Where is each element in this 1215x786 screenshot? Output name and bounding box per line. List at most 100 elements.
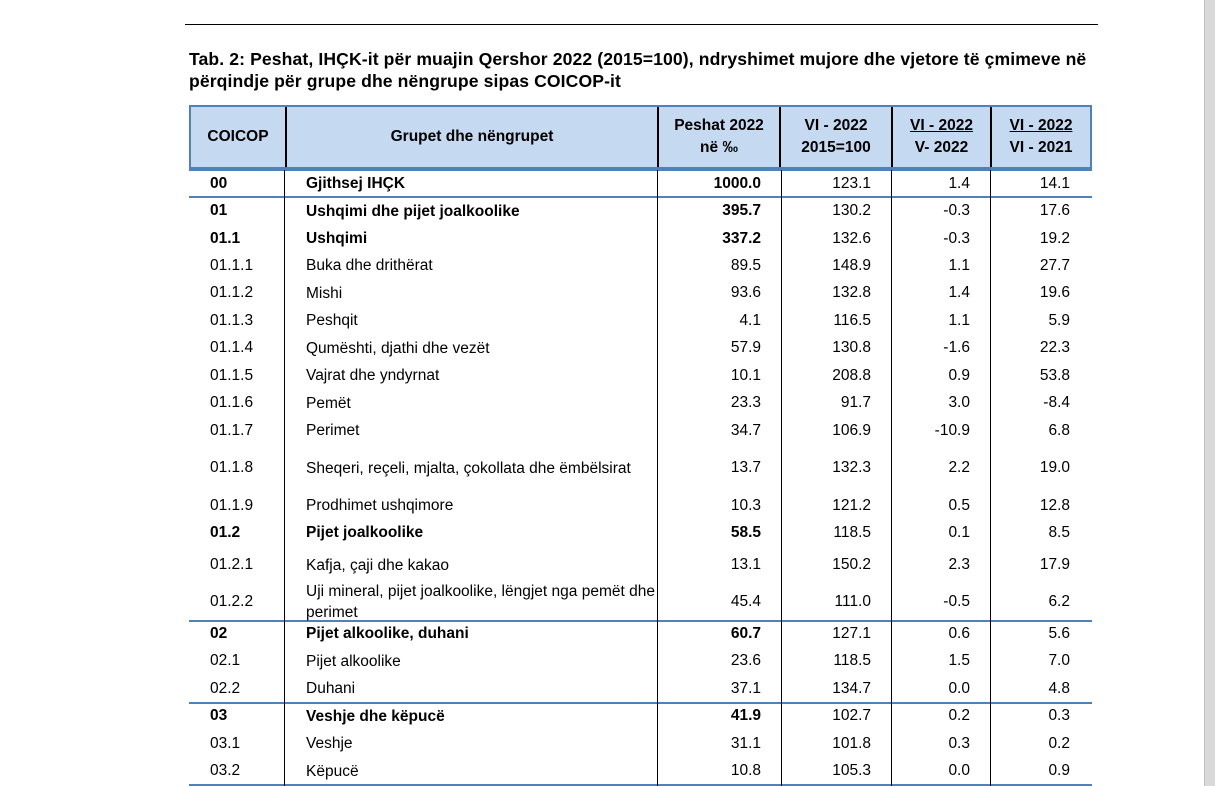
group-name-cell: Perimet	[306, 422, 360, 439]
group-name-cell: Këpucë	[306, 762, 359, 780]
weight-cell: 23.6	[730, 652, 761, 669]
group-name-cell: Buka dhe drithërat	[306, 257, 433, 274]
monthly-change-cell: 0.9	[948, 366, 970, 384]
header-coicop: COICOP	[207, 128, 269, 145]
index-cell: 130.8	[832, 339, 871, 356]
table-row: 01.1.2 Mishi 93.6 132.8 1.4 19.6	[189, 279, 1092, 307]
monthly-change-cell: 2.3	[948, 556, 970, 573]
column-divider	[891, 170, 892, 786]
index-cell: 130.2	[832, 202, 871, 219]
group-name-cell: Qumështi, djathi dhe vezët	[306, 339, 490, 357]
table-row: 01.1.4 Qumështi, djathi dhe vezët 57.9 130.…	[189, 334, 1092, 362]
group-name-cell: Pemët	[306, 394, 351, 412]
row-separator	[189, 196, 1092, 198]
monthly-change-cell: 0.3	[948, 734, 970, 752]
monthly-change-cell: 0.0	[948, 679, 970, 697]
group-name-cell: Veshje	[306, 735, 353, 752]
group-name-cell: Mishi	[306, 284, 343, 302]
row-separator	[189, 702, 1092, 704]
column-divider	[284, 170, 285, 786]
weight-cell: 1000.0	[713, 174, 761, 192]
coicop-code-cell: 01.1.9	[210, 496, 254, 514]
annual-change-cell: 17.6	[1039, 202, 1070, 219]
annual-change-cell: 6.8	[1048, 421, 1070, 439]
annual-change-cell: 5.6	[1048, 624, 1070, 642]
coicop-code-cell: 03.1	[210, 734, 241, 752]
annual-change-cell: 12.8	[1039, 496, 1070, 514]
group-name-cell: Prodhimet ushqimore	[306, 497, 454, 514]
coicop-code-cell: 03	[210, 707, 228, 724]
coicop-code-cell: 01.1.2	[210, 284, 254, 301]
index-cell: 111.0	[834, 593, 872, 610]
monthly-change-cell: 1.1	[948, 311, 970, 329]
monthly-change-cell: -10.9	[934, 421, 970, 439]
coicop-code-cell: 01	[210, 202, 228, 219]
index-cell: 105.3	[832, 762, 871, 779]
group-name-cell: Pijet alkoolike, duhani	[306, 625, 469, 642]
monthly-change-cell: -0.3	[943, 202, 970, 219]
table-row: 03.2 Këpucë 10.8 105.3 0.0 0.9	[189, 757, 1092, 785]
table-row: 03 Veshje dhe këpucë 41.9 102.7 0.2 0.3	[189, 702, 1092, 730]
header-weights: Peshat 2022 në ‰	[674, 117, 764, 156]
monthly-change-cell: 1.1	[948, 256, 970, 274]
index-cell: 118.5	[833, 523, 871, 541]
table-row: 01.1.6 Pemët 23.3 91.7 3.0 -8.4	[189, 389, 1092, 417]
weight-cell: 45.4	[730, 593, 761, 610]
annual-change-cell: 19.6	[1039, 284, 1070, 301]
row-separator	[189, 620, 1092, 622]
coicop-code-cell: 02.2	[210, 679, 241, 697]
weight-cell: 60.7	[730, 624, 761, 642]
group-name-cell: Ushqimi dhe pijet joalkoolike	[306, 202, 520, 220]
group-name-cell: Kafja, çaji dhe kakao	[306, 556, 450, 574]
column-divider	[781, 170, 782, 786]
weight-cell: 23.3	[730, 394, 761, 411]
annual-change-cell: 7.0	[1048, 652, 1070, 669]
annual-change-cell: 19.2	[1039, 229, 1070, 247]
weight-cell: 34.7	[730, 421, 761, 439]
table-row: 01.1 Ushqimi 337.2 132.6 -0.3 19.2	[189, 225, 1092, 252]
top-rule	[185, 24, 1098, 25]
index-cell: 148.9	[832, 256, 871, 274]
weight-cell: 4.1	[739, 311, 761, 329]
coicop-code-cell: 01.1.8	[210, 459, 254, 476]
index-cell: 208.8	[832, 366, 871, 384]
index-cell: 132.3	[832, 459, 871, 476]
coicop-code-cell: 01.2.2	[210, 593, 254, 610]
header-groups: Grupet dhe nëngrupet	[390, 128, 554, 145]
weight-cell: 13.7	[730, 459, 761, 476]
index-cell: 132.8	[832, 284, 871, 301]
group-name-cell: Duhani	[306, 680, 356, 697]
annual-change-cell: 53.8	[1039, 366, 1070, 384]
monthly-change-cell: 0.1	[948, 523, 970, 541]
index-cell: 116.5	[833, 311, 871, 329]
annual-change-cell: 0.9	[1048, 762, 1070, 779]
monthly-change-cell: 3.0	[948, 394, 970, 411]
weight-cell: 89.5	[730, 256, 761, 274]
annual-change-cell: 17.9	[1039, 556, 1070, 573]
annual-change-cell: 22.3	[1039, 339, 1070, 356]
monthly-change-cell: 1.4	[948, 174, 970, 192]
column-divider	[990, 170, 991, 786]
group-name-cell: Ushqimi	[306, 230, 368, 247]
group-name-cell: Sheqeri, reçeli, mjalta, çokollata dhe ë…	[306, 459, 631, 477]
weight-cell: 10.8	[730, 762, 761, 779]
column-divider	[657, 170, 658, 786]
table-title: Tab. 2: Peshat, IHÇK-it për muajin Qersh…	[189, 49, 1087, 91]
table-row: 01.1.7 Perimet 34.7 106.9 -10.9 6.8	[189, 417, 1092, 444]
monthly-change-cell: 1.5	[948, 652, 970, 669]
monthly-change-cell: 0.5	[948, 496, 970, 514]
index-cell: 134.7	[832, 679, 871, 697]
table-row: 01.1.9 Prodhimet ushqimore 10.3 121.2 0.5 12.…	[189, 492, 1092, 519]
monthly-change-cell: 1.4	[948, 284, 970, 301]
weight-cell: 57.9	[730, 339, 761, 356]
table-row: 01 Ushqimi dhe pijet joalkoolike 395.7 130.…	[189, 197, 1092, 225]
row-separator	[189, 169, 1092, 171]
table-row: 01.1.5 Vajrat dhe yndyrnat 10.1 208.8 0.9 53.…	[189, 362, 1092, 389]
group-name-cell: Peshqit	[306, 312, 358, 329]
annual-change-cell: 0.2	[1048, 734, 1070, 752]
coicop-code-cell: 01.1.7	[210, 421, 254, 439]
annual-change-cell: 6.2	[1048, 593, 1070, 610]
coicop-code-cell: 01.2	[210, 523, 241, 541]
annual-change-cell: 19.0	[1039, 459, 1070, 476]
coicop-code-cell: 02.1	[210, 652, 241, 669]
